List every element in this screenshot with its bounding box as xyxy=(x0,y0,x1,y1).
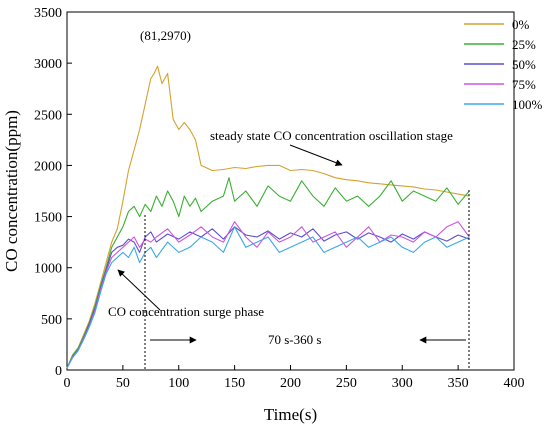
series-layer xyxy=(66,65,470,369)
surge-phase-arrow xyxy=(117,269,161,311)
range-annotation: 70 s-360 s xyxy=(268,332,321,347)
axes: 0 50 100 150 200 250 300 350 400 0 500 1000 1500 2000… xyxy=(2,6,525,424)
series-line-2 xyxy=(66,226,470,369)
steady-state-arrow xyxy=(289,144,343,167)
legend-label: 0% xyxy=(512,17,530,32)
x-axis-label: Time(s) xyxy=(264,405,317,424)
x-tick-label: 150 xyxy=(224,376,245,391)
x-tick-label: 0 xyxy=(64,376,71,391)
annotation-layer: (81,2970) steady state CO concentration … xyxy=(108,28,470,370)
legend-label: 50% xyxy=(512,57,536,72)
series-line-0 xyxy=(66,65,470,369)
x-tick-label: 50 xyxy=(116,376,130,391)
y-tick-label: 1500 xyxy=(34,211,62,226)
surge-phase-annotation: CO concentration surge phase xyxy=(108,304,264,319)
peak-annotation: (81,2970) xyxy=(140,28,191,43)
y-tick-label: 3000 xyxy=(34,57,62,72)
x-tick-label: 250 xyxy=(336,376,357,391)
y-tick-label: 500 xyxy=(41,313,62,328)
y-tick-label: 3500 xyxy=(34,6,62,21)
y-axis-label: CO concentration(ppm) xyxy=(2,110,21,272)
legend-label: 25% xyxy=(512,37,536,52)
x-tick-label: 100 xyxy=(168,376,189,391)
legend-label: 100% xyxy=(512,97,543,112)
series-line-3 xyxy=(66,221,470,369)
y-tick-label: 1000 xyxy=(34,262,62,277)
series-line-4 xyxy=(66,226,470,369)
legend-label: 75% xyxy=(512,77,536,92)
x-tick-label: 400 xyxy=(504,376,525,391)
y-tick-label: 2500 xyxy=(34,108,62,123)
series-line-1 xyxy=(66,177,470,369)
x-tick-label: 300 xyxy=(392,376,413,391)
legend: 0% 25% 50% 75% 100% xyxy=(464,17,543,112)
y-tick-label: 0 xyxy=(55,364,62,379)
x-tick-label: 350 xyxy=(448,376,469,391)
x-tick-label: 200 xyxy=(280,376,301,391)
y-tick-label: 2000 xyxy=(34,159,62,174)
steady-state-annotation: steady state CO concentration oscillatio… xyxy=(210,128,453,143)
